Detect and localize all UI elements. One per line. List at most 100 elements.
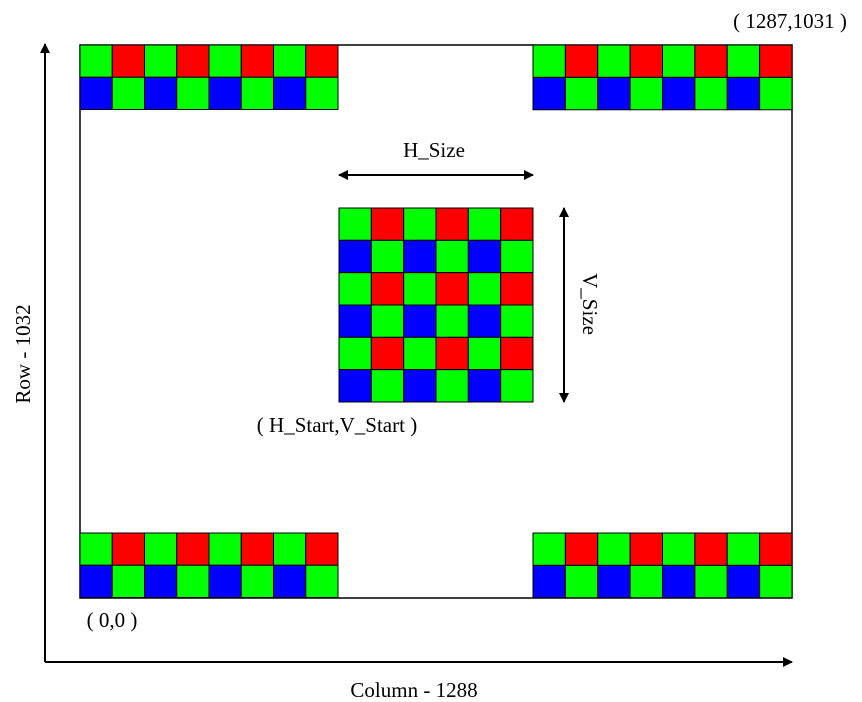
green-pixel — [726, 532, 761, 566]
green-pixel — [694, 564, 728, 599]
green-pixel — [144, 532, 178, 566]
red-pixel — [694, 44, 728, 78]
blue-pixel — [532, 564, 566, 599]
red-pixel — [305, 532, 339, 566]
green-pixel — [79, 532, 113, 566]
row-axis-label: Row - 1032 — [11, 304, 35, 403]
red-pixel — [370, 207, 405, 241]
blue-pixel — [726, 76, 761, 111]
green-pixel — [79, 44, 113, 78]
green-pixel — [629, 76, 664, 111]
green-pixel — [370, 369, 405, 403]
green-pixel — [597, 532, 631, 566]
green-pixel — [500, 304, 534, 338]
green-pixel — [338, 207, 372, 241]
green-pixel — [111, 76, 145, 110]
blue-pixel — [597, 564, 631, 599]
bottom-left-bayer-block — [79, 532, 339, 598]
red-pixel — [240, 532, 274, 566]
top-right-coordinate-label: ( 1287,1031 ) — [733, 9, 847, 33]
h-size-label: H_Size — [403, 138, 465, 162]
green-pixel — [662, 532, 696, 566]
green-pixel — [240, 564, 274, 598]
red-pixel — [759, 532, 793, 566]
green-pixel — [532, 532, 566, 566]
green-pixel — [467, 207, 502, 241]
blue-pixel — [79, 76, 113, 110]
blue-pixel — [403, 304, 437, 338]
blue-pixel — [403, 369, 437, 403]
green-pixel — [435, 369, 469, 403]
blue-pixel — [79, 564, 113, 598]
green-pixel — [467, 272, 502, 306]
blue-pixel — [273, 76, 307, 110]
red-pixel — [240, 44, 274, 78]
green-pixel — [208, 44, 242, 78]
red-pixel — [694, 532, 728, 566]
red-pixel — [435, 207, 469, 241]
green-pixel — [273, 44, 307, 78]
green-pixel — [370, 239, 405, 274]
column-axis-label: Column - 1288 — [350, 678, 477, 702]
green-pixel — [597, 44, 631, 78]
green-pixel — [208, 532, 242, 566]
red-pixel — [370, 272, 405, 306]
red-pixel — [111, 532, 145, 566]
red-pixel — [176, 532, 210, 566]
top-right-bayer-block — [532, 44, 793, 111]
blue-pixel — [662, 564, 696, 599]
red-pixel — [111, 44, 145, 78]
blue-pixel — [532, 76, 566, 111]
red-pixel — [629, 44, 664, 78]
red-pixel — [435, 272, 469, 306]
blue-pixel — [662, 76, 696, 111]
green-pixel — [338, 336, 372, 371]
green-pixel — [564, 564, 599, 599]
green-pixel — [144, 44, 178, 78]
green-pixel — [305, 564, 339, 598]
blue-pixel — [338, 304, 372, 338]
blue-pixel — [467, 369, 502, 403]
blue-pixel — [273, 564, 307, 598]
green-pixel — [403, 207, 437, 241]
blue-pixel — [338, 239, 372, 274]
red-pixel — [500, 272, 534, 306]
red-pixel — [305, 44, 339, 78]
red-pixel — [500, 207, 534, 241]
green-pixel — [403, 336, 437, 371]
green-pixel — [629, 564, 664, 599]
green-pixel — [111, 564, 145, 598]
blue-pixel — [208, 76, 242, 110]
blue-pixel — [726, 564, 761, 599]
bottom-right-bayer-block — [532, 532, 793, 599]
green-pixel — [500, 369, 534, 403]
blue-pixel — [467, 304, 502, 338]
red-pixel — [564, 532, 599, 566]
green-pixel — [467, 336, 502, 371]
green-pixel — [338, 272, 372, 306]
blue-pixel — [144, 76, 178, 110]
green-pixel — [176, 564, 210, 598]
start-coordinate-label: ( H_Start,V_Start ) — [257, 413, 417, 437]
blue-pixel — [338, 369, 372, 403]
red-pixel — [500, 336, 534, 371]
origin-coordinate-label: ( 0,0 ) — [87, 608, 138, 632]
red-pixel — [564, 44, 599, 78]
green-pixel — [370, 304, 405, 338]
green-pixel — [759, 564, 793, 599]
red-pixel — [629, 532, 664, 566]
green-pixel — [435, 304, 469, 338]
green-pixel — [273, 532, 307, 566]
blue-pixel — [597, 76, 631, 111]
green-pixel — [662, 44, 696, 78]
red-pixel — [759, 44, 793, 78]
center-window-bayer-block — [338, 207, 534, 403]
green-pixel — [759, 76, 793, 111]
green-pixel — [500, 239, 534, 274]
red-pixel — [435, 336, 469, 371]
green-pixel — [403, 272, 437, 306]
v-size-label: V_Size — [578, 273, 602, 335]
green-pixel — [176, 76, 210, 110]
green-pixel — [435, 239, 469, 274]
